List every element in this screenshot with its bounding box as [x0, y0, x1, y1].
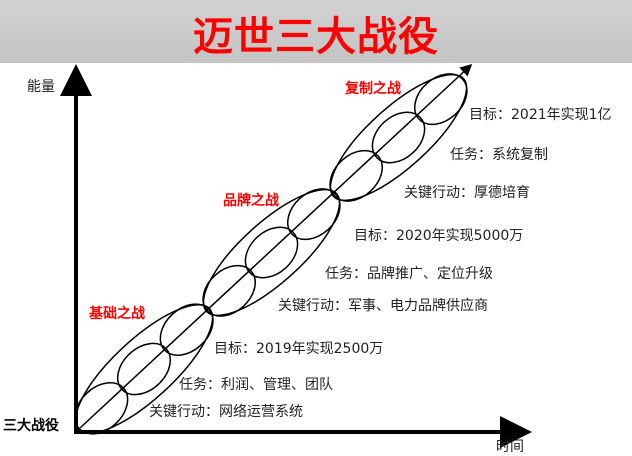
battle-1-goal: 目标：2019年实现2500万: [214, 341, 384, 357]
battle-1-task: 任务：利润、管理、团队: [179, 377, 333, 393]
battle-2-task: 任务：品牌推广、定位升级: [325, 266, 493, 282]
battle-1-phase-ellipse: [116, 342, 172, 396]
battle-1-phase-ellipse: [159, 303, 214, 356]
battle-3-goal: 目标：2021年实现1亿: [469, 107, 612, 123]
battle-1-ellipse: [74, 303, 214, 435]
battle-2-action: 关键行动：军事、电力品牌供应商: [278, 298, 488, 314]
battle-3-name: 复制之战: [345, 81, 401, 97]
battle-3-phase-ellipse: [414, 73, 468, 126]
battle-1-phase-ellipse: [74, 382, 129, 435]
battle-2-ellipse: [202, 188, 341, 317]
battle-1-action: 关键行动：网络运营系统: [149, 404, 303, 420]
origin-label: 三大战役: [3, 418, 59, 434]
page-title: 迈世三大战役: [193, 14, 439, 60]
battle-3-phase-ellipse: [329, 149, 383, 202]
battle-2-goal: 目标：2020年实现5000万: [354, 228, 524, 244]
battle-1-name: 基础之战: [89, 306, 145, 322]
battle-2-phase-ellipse: [287, 188, 341, 241]
x-axis-label: 时间: [496, 439, 524, 455]
header-band: [0, 0, 632, 63]
battle-2-name: 品牌之战: [223, 193, 279, 209]
battle-3-phase-ellipse: [371, 111, 426, 164]
battle-2-phase-ellipse: [202, 264, 256, 317]
battle-2-phase-ellipse: [244, 226, 299, 279]
battle-3-task: 任务：系统复制: [450, 147, 548, 163]
growth-arrow: [79, 63, 473, 429]
battle-3-ellipse: [329, 73, 468, 202]
battle-3-action: 关键行动：厚德培育: [404, 185, 530, 201]
y-axis-label: 能量: [27, 79, 55, 95]
